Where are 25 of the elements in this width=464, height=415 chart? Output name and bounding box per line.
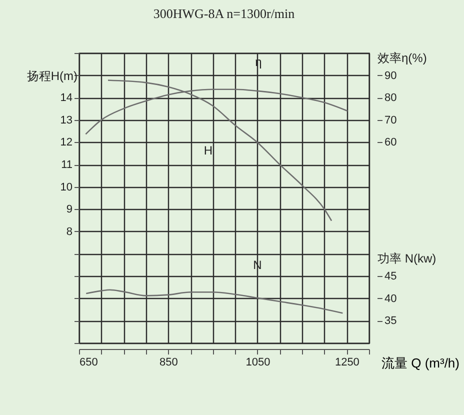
y-tick-label: 10 (60, 181, 72, 194)
y-tick-label: 14 (60, 92, 72, 104)
x-tick-label: 1250 (334, 356, 360, 368)
chart-title: 300HWG-8A n=1300r/min (153, 6, 296, 21)
y2-tick-label: 80 (384, 92, 397, 104)
y2-axis-title: 效率η(%) (378, 50, 427, 65)
y-tick-label: 12 (60, 136, 72, 149)
x-tick-label: 850 (160, 356, 178, 368)
y-axis-title: 扬程H(m) (26, 69, 78, 84)
y2-tick-label: 90 (384, 70, 397, 82)
y3-axis-title: 功率 N(kw) (378, 252, 436, 266)
y2-tick-label: 70 (384, 114, 397, 126)
x-tick-label: 650 (80, 356, 98, 368)
y-tick-label: 11 (61, 159, 72, 172)
y3-tick-label: 40 (384, 292, 397, 305)
y3-tick-label: 45 (384, 270, 397, 283)
y3-tick-label: 35 (384, 315, 397, 328)
line-series (85, 289, 344, 314)
y-tick-label: 8 (66, 226, 72, 238)
annotation: H (204, 143, 212, 158)
x-axis-title: 流量 Q (m³/h) (382, 356, 460, 370)
y-tick-label: 13 (60, 114, 72, 126)
y2-tick-label: 60 (384, 136, 397, 149)
x-tick-label: 1050 (246, 356, 270, 368)
y-tick-label: 9 (66, 204, 72, 216)
